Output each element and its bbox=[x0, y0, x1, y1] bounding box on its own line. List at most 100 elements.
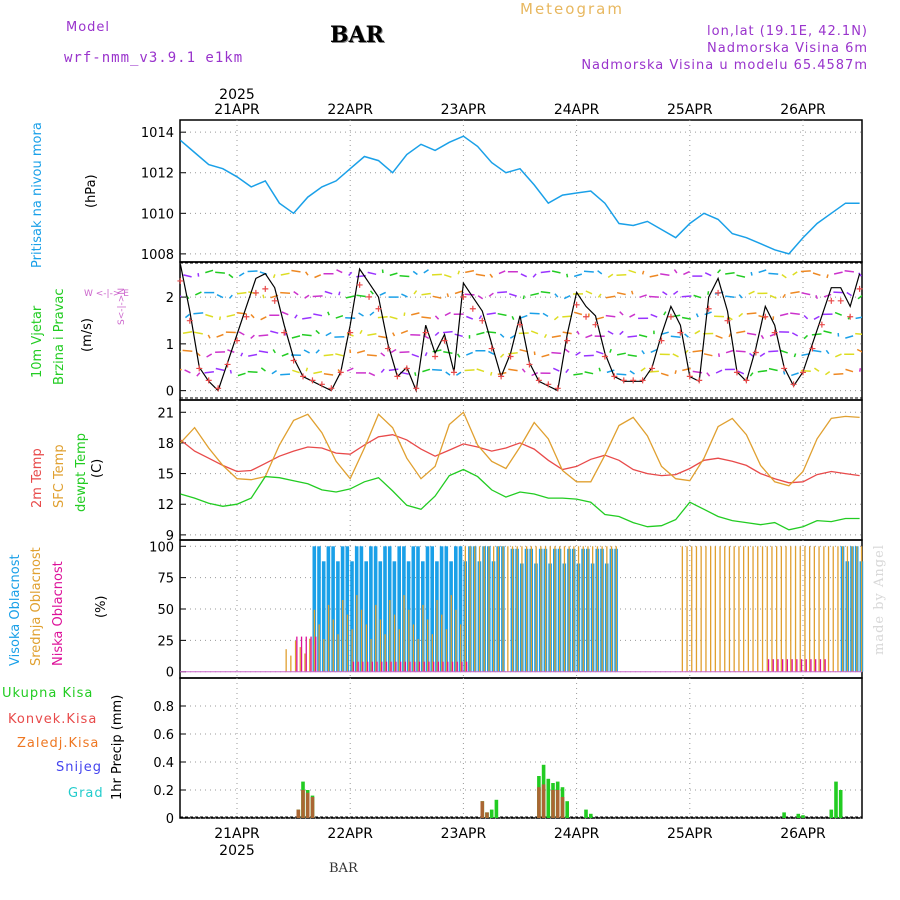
cloud-bar-78 bbox=[323, 639, 325, 672]
legend-frozen: Zaledj.Kisa bbox=[17, 736, 100, 751]
cloud-bar-214 bbox=[782, 659, 784, 672]
wind-marker-56 bbox=[705, 305, 712, 312]
wind-arrow-153 bbox=[313, 313, 323, 317]
wind-marker-44 bbox=[592, 321, 599, 328]
wind-arrow-376 bbox=[521, 368, 526, 373]
wind-marker-72 bbox=[856, 285, 863, 292]
cloud-bar-191 bbox=[376, 661, 378, 672]
wind-arrow-225 bbox=[359, 329, 363, 335]
wind-arrow-37 bbox=[532, 273, 537, 278]
legend-convective: Konvek.Kisa bbox=[8, 712, 98, 727]
wind-arrow-241 bbox=[530, 330, 539, 335]
wind-arrow-174 bbox=[542, 312, 549, 318]
cloud-bar-69 bbox=[285, 649, 287, 672]
wind-arrow-51 bbox=[683, 270, 690, 276]
wind-arrow-165 bbox=[444, 311, 451, 317]
wind-arrow-167 bbox=[466, 315, 474, 320]
wind-arrow-199 bbox=[813, 315, 820, 320]
cloud-bar-135 bbox=[587, 546, 589, 672]
wind-arrow-176 bbox=[562, 315, 573, 318]
top-day-label-5: 26APR bbox=[780, 102, 826, 118]
wind-marker-15 bbox=[318, 381, 325, 388]
wind-arrow-134 bbox=[846, 291, 853, 297]
wind-arrow-45 bbox=[616, 273, 627, 276]
legend-hail: Grad bbox=[68, 786, 104, 801]
wind-arrow-382 bbox=[584, 371, 594, 375]
cloud-bar-179 bbox=[856, 546, 858, 672]
cloud-bar-158 bbox=[757, 546, 759, 672]
station-title: BAR bbox=[330, 22, 384, 48]
wind-arrow-70 bbox=[154, 292, 155, 296]
wind-arrow-160 bbox=[389, 315, 398, 320]
wind-arrow-118 bbox=[673, 290, 679, 296]
wind-arrow-405 bbox=[833, 372, 844, 376]
cloud-bar-151 bbox=[724, 546, 726, 672]
wind-arrow-129 bbox=[790, 291, 800, 294]
wind-marker-59 bbox=[733, 369, 740, 376]
cloud-bar-164 bbox=[785, 546, 787, 672]
wind-arrow-154 bbox=[327, 311, 330, 316]
top-year-label: 2025 bbox=[219, 87, 255, 103]
wind-arrow-339 bbox=[856, 348, 862, 353]
wind-arrow-68 bbox=[128, 295, 138, 296]
wind-arrow-168 bbox=[478, 315, 483, 320]
wind-arrow-28 bbox=[431, 273, 442, 276]
cloud-bar-211 bbox=[767, 659, 770, 672]
wind-arrow-100 bbox=[477, 295, 484, 300]
wind-arrow-103 bbox=[508, 293, 517, 297]
wind-arrow-164 bbox=[434, 315, 440, 320]
wind-arrow-389 bbox=[660, 372, 669, 377]
wind-arrow-162 bbox=[411, 312, 420, 316]
cloud-bar-190 bbox=[371, 661, 373, 672]
wind-arrow-388 bbox=[648, 370, 659, 373]
wind-arrow-169 bbox=[486, 312, 496, 316]
wind-marker-42 bbox=[573, 301, 580, 308]
wind-marker-66 bbox=[800, 369, 806, 376]
wind-arrow-258 bbox=[715, 334, 723, 339]
cloud-bar-28 bbox=[444, 546, 449, 672]
wind-arrow-298 bbox=[411, 353, 420, 358]
wind-arrow-184 bbox=[650, 313, 658, 318]
wind-arrow-140 bbox=[174, 317, 179, 320]
wind-arrow-83 bbox=[293, 290, 299, 296]
wind-arrow-143 bbox=[205, 313, 214, 318]
wind-arrow-58 bbox=[758, 269, 767, 274]
cloud-bar-218 bbox=[800, 659, 803, 672]
bottom-day-label-5: 26APR bbox=[780, 826, 826, 842]
wind-arrow-326 bbox=[717, 353, 721, 358]
cloud-bar-210 bbox=[466, 661, 468, 672]
wind-arrow-212 bbox=[216, 333, 224, 338]
cloud-bar-141 bbox=[615, 546, 617, 672]
wind-arrow-187 bbox=[681, 316, 692, 320]
wind-marker-0 bbox=[177, 277, 184, 284]
wind-arrow-303 bbox=[466, 351, 473, 356]
wind-arrow-188 bbox=[695, 313, 699, 318]
wind-arrow-316 bbox=[609, 348, 612, 353]
cloud-bar-103 bbox=[441, 614, 443, 672]
wind-arrow-398 bbox=[757, 369, 768, 373]
wind-arrow-196 bbox=[779, 312, 789, 317]
ytick-label-precip-3: 0.2 bbox=[153, 784, 174, 799]
wind-arrow-19 bbox=[336, 269, 343, 274]
wind-arrow-125 bbox=[748, 290, 755, 295]
wind-arrow-171 bbox=[511, 315, 515, 321]
cloud-bar-204 bbox=[437, 661, 439, 672]
wind-arrow-102 bbox=[497, 291, 508, 294]
cloud-bar-168 bbox=[804, 546, 806, 672]
wind-arrow-33 bbox=[489, 273, 494, 278]
wind-arrow-26 bbox=[412, 270, 418, 276]
wind-arrow-360 bbox=[346, 367, 354, 372]
cloud-bar-88 bbox=[370, 639, 372, 672]
wind-marker-55 bbox=[696, 377, 703, 384]
wind-arrow-11 bbox=[247, 270, 258, 273]
wind-arrow-158 bbox=[369, 311, 375, 316]
wind-marker-3 bbox=[205, 377, 212, 384]
wind-arrow-62 bbox=[800, 270, 811, 273]
wind-arrow-394 bbox=[715, 369, 723, 374]
wind-arrow-265 bbox=[791, 332, 799, 337]
temp-dewpt-line bbox=[180, 468, 860, 531]
wind-arrow-364 bbox=[388, 368, 399, 372]
wind-arrow-331 bbox=[768, 350, 779, 353]
cloud-bar-117 bbox=[502, 546, 504, 672]
